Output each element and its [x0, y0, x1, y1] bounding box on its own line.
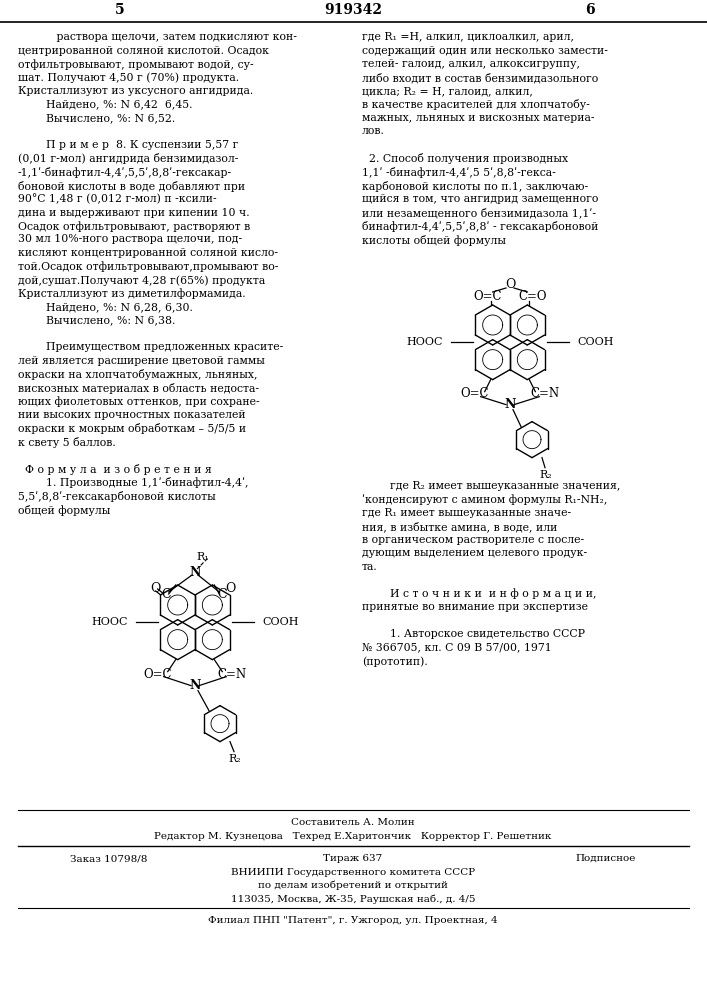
Text: N: N — [189, 566, 201, 580]
Text: Преимуществом предложенных красите-: Преимуществом предложенных красите- — [18, 342, 284, 353]
Text: И с т о ч н и к и  и н ф о р м а ц и и,: И с т о ч н и к и и н ф о р м а ц и и, — [362, 589, 597, 599]
Text: N: N — [504, 398, 515, 411]
Text: дой,сушат.Получают 4,28 г(65%) продукта: дой,сушат.Получают 4,28 г(65%) продукта — [18, 275, 265, 286]
Text: 1. Авторское свидетельство СССР: 1. Авторское свидетельство СССР — [362, 629, 585, 639]
Text: Филиал ПНП "Патент", г. Ужгород, ул. Проектная, 4: Филиал ПНП "Патент", г. Ужгород, ул. Про… — [208, 916, 498, 925]
Text: Кристаллизуют из уксусного ангидрида.: Кристаллизуют из уксусного ангидрида. — [18, 86, 253, 96]
Text: шат. Получают 4,50 г (70%) продукта.: шат. Получают 4,50 г (70%) продукта. — [18, 73, 239, 83]
Text: C: C — [218, 588, 227, 601]
Text: R₁: R₁ — [197, 552, 209, 562]
Text: в качестве красителей для хлопчатобу-: в качестве красителей для хлопчатобу- — [362, 100, 590, 110]
Text: кисляют концентрированной соляной кисло-: кисляют концентрированной соляной кисло- — [18, 248, 278, 258]
Text: 30 мл 10%-ного раствора щелочи, под-: 30 мл 10%-ного раствора щелочи, под- — [18, 234, 242, 244]
Text: (0,01 г-мол) ангидрида бензимидазол-: (0,01 г-мол) ангидрида бензимидазол- — [18, 153, 238, 164]
Text: HOOC: HOOC — [91, 617, 128, 627]
Text: той.Осадок отфильтровывают,промывают во-: той.Осадок отфильтровывают,промывают во- — [18, 261, 279, 272]
Text: 6: 6 — [585, 3, 595, 17]
Text: N: N — [189, 679, 201, 692]
Text: C=N: C=N — [218, 668, 247, 681]
Text: содержащий один или несколько замести-: содержащий один или несколько замести- — [362, 45, 608, 55]
Text: ʹконденсируют с амином формулы R₁-NH₂,: ʹконденсируют с амином формулы R₁-NH₂, — [362, 494, 607, 505]
Text: мажных, льняных и вискозных материа-: мажных, льняных и вискозных материа- — [362, 113, 595, 123]
Text: Вычислено, %: N 6,52.: Вычислено, %: N 6,52. — [18, 113, 175, 123]
Text: 2. Способ получения производных: 2. Способ получения производных — [362, 153, 568, 164]
Text: C=O: C=O — [518, 290, 547, 304]
Text: Вычислено, %: N 6,38.: Вычислено, %: N 6,38. — [18, 316, 175, 326]
Text: Найдено, %: N 6,42  6,45.: Найдено, %: N 6,42 6,45. — [18, 100, 192, 109]
Text: ния, в избытке амина, в воде, или: ния, в избытке амина, в воде, или — [362, 521, 557, 532]
Text: лов.: лов. — [362, 126, 385, 136]
Text: где R₁ имеет вышеуказанные значе-: где R₁ имеет вышеуказанные значе- — [362, 508, 571, 518]
Text: 919342: 919342 — [324, 3, 382, 17]
Text: окраски к мокрым обработкам – 5/5/5 и: окраски к мокрым обработкам – 5/5/5 и — [18, 424, 246, 434]
Text: кислоты общей формулы: кислоты общей формулы — [362, 234, 506, 245]
Text: бинафтил-4,4ʹ,5,5ʹ,8,8ʹ - гексакарбоновой: бинафтил-4,4ʹ,5,5ʹ,8,8ʹ - гексакарбоново… — [362, 221, 598, 232]
Text: O=C: O=C — [460, 387, 489, 400]
Text: Тираж 637: Тираж 637 — [323, 854, 382, 863]
Text: Осадок отфильтровывают, растворяют в: Осадок отфильтровывают, растворяют в — [18, 221, 250, 232]
Text: 90°C 1,48 г (0,012 г-мол) п -ксили-: 90°C 1,48 г (0,012 г-мол) п -ксили- — [18, 194, 216, 205]
Text: COOH: COOH — [262, 617, 299, 627]
Text: 1. Производные 1,1ʹ-бинафтил-4,4ʹ,: 1. Производные 1,1ʹ-бинафтил-4,4ʹ, — [18, 478, 248, 488]
Text: цикла; R₂ = H, галоид, алкил,: цикла; R₂ = H, галоид, алкил, — [362, 86, 533, 96]
Text: O=C: O=C — [474, 290, 502, 304]
Text: Найдено, %: N 6,28, 6,30.: Найдено, %: N 6,28, 6,30. — [18, 302, 193, 312]
Text: карбоновой кислоты по п.1, заключаю-: карбоновой кислоты по п.1, заключаю- — [362, 180, 588, 192]
Text: O: O — [505, 278, 515, 292]
Text: нии высоких прочностных показателей: нии высоких прочностных показателей — [18, 410, 245, 420]
Text: П р и м е р  8. К суспензии 5,57 г: П р и м е р 8. К суспензии 5,57 г — [18, 140, 238, 150]
Text: 113035, Москва, Ж-35, Раушская наб., д. 4/5: 113035, Москва, Ж-35, Раушская наб., д. … — [230, 894, 475, 904]
Text: по делам изобретений и открытий: по делам изобретений и открытий — [258, 881, 448, 890]
Text: или незамещенного бензимидазола 1,1ʹ-: или незамещенного бензимидазола 1,1ʹ- — [362, 208, 596, 218]
Text: где R₁ =H, алкил, циклоалкил, арил,: где R₁ =H, алкил, циклоалкил, арил, — [362, 32, 574, 42]
Text: раствора щелочи, затем подкисляют кон-: раствора щелочи, затем подкисляют кон- — [18, 32, 297, 42]
Text: HOOC: HOOC — [407, 337, 443, 347]
Text: центрированной соляной кислотой. Осадок: центрированной соляной кислотой. Осадок — [18, 45, 269, 55]
Text: вискозных материалах в область недоста-: вискозных материалах в область недоста- — [18, 383, 259, 394]
Text: та.: та. — [362, 562, 378, 572]
Text: дина и выдерживают при кипении 10 ч.: дина и выдерживают при кипении 10 ч. — [18, 208, 250, 218]
Text: 1,1ʹ -бинафтил-4,4ʹ,5 5ʹ,8,8ʹ-гекса-: 1,1ʹ -бинафтил-4,4ʹ,5 5ʹ,8,8ʹ-гекса- — [362, 167, 556, 178]
Text: к свету 5 баллов.: к свету 5 баллов. — [18, 437, 116, 448]
Text: O: O — [225, 582, 235, 595]
Text: принятые во внимание при экспертизе: принятые во внимание при экспертизе — [362, 602, 588, 612]
Text: O=C: O=C — [144, 668, 172, 681]
Text: Кристаллизуют из диметилформамида.: Кристаллизуют из диметилформамида. — [18, 288, 245, 299]
Text: Составитель А. Молин: Составитель А. Молин — [291, 818, 415, 827]
Text: C: C — [161, 588, 170, 601]
Text: окраски на хлопчатобумажных, льняных,: окраски на хлопчатобумажных, льняных, — [18, 369, 257, 380]
Text: Заказ 10798/8: Заказ 10798/8 — [70, 854, 147, 863]
Text: COOH: COOH — [578, 337, 614, 347]
Text: где R₂ имеет вышеуказанные значения,: где R₂ имеет вышеуказанные значения, — [362, 481, 620, 491]
Text: Ф о р м у л а  и з о б р е т е н и я: Ф о р м у л а и з о б р е т е н и я — [18, 464, 212, 475]
Text: ющих фиолетовых оттенков, при сохране-: ющих фиолетовых оттенков, при сохране- — [18, 396, 259, 407]
Text: боновой кислоты в воде добавляют при: боновой кислоты в воде добавляют при — [18, 180, 245, 192]
Text: в органическом растворителе с после-: в органическом растворителе с после- — [362, 535, 584, 545]
Text: ВНИИПИ Государственного комитета СССР: ВНИИПИ Государственного комитета СССР — [231, 868, 475, 877]
Text: общей формулы: общей формулы — [18, 504, 110, 516]
Text: либо входит в состав бензимидазольного: либо входит в состав бензимидазольного — [362, 73, 598, 83]
Text: R₂: R₂ — [228, 754, 241, 764]
Text: R₂: R₂ — [539, 470, 552, 480]
Text: Редактор М. Кузнецова   Техред Е.Харитончик   Корректор Г. Решетник: Редактор М. Кузнецова Техред Е.Харитончи… — [154, 832, 551, 841]
Text: O: O — [151, 582, 161, 595]
Text: № 366705, кл. С 09 В 57/00, 1971: № 366705, кл. С 09 В 57/00, 1971 — [362, 643, 551, 653]
Text: Подписное: Подписное — [575, 854, 636, 863]
Text: лей является расширение цветовой гаммы: лей является расширение цветовой гаммы — [18, 356, 265, 366]
Text: 5: 5 — [115, 3, 125, 17]
Text: C=N: C=N — [531, 387, 560, 400]
Text: 5,5ʹ,8,8ʹ-гексакарбоновой кислоты: 5,5ʹ,8,8ʹ-гексакарбоновой кислоты — [18, 491, 216, 502]
Text: -1,1ʹ-бинафтил-4,4ʹ,5,5ʹ,8,8ʹ-гексакар-: -1,1ʹ-бинафтил-4,4ʹ,5,5ʹ,8,8ʹ-гексакар- — [18, 167, 232, 178]
Text: телей- галоид, алкил, алкоксигруппу,: телей- галоид, алкил, алкоксигруппу, — [362, 59, 580, 69]
Text: дующим выделением целевого продук-: дующим выделением целевого продук- — [362, 548, 587, 558]
Text: (прототип).: (прототип). — [362, 656, 428, 667]
Text: отфильтровывают, промывают водой, су-: отфильтровывают, промывают водой, су- — [18, 59, 254, 70]
Text: щийся в том, что ангидрид замещенного: щийся в том, что ангидрид замещенного — [362, 194, 598, 204]
